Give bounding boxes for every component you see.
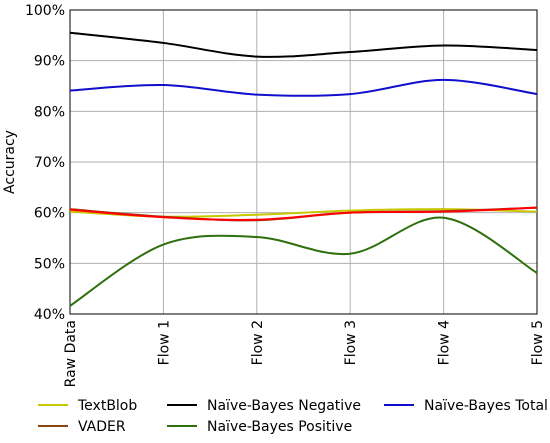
x-tick-label: Flow 5 [530,320,546,365]
series-lines [69,31,538,307]
x-tick-label: Flow 2 [250,320,266,365]
y-tick-labels: 40% 50% 60% 70% 80% 90% 100% [25,3,65,323]
legend-label: TextBlob [77,398,137,414]
x-tick-label: Flow 4 [437,320,453,365]
series-line-2 [69,31,538,58]
series-line-1 [69,206,538,222]
legend-label: Naïve-Bayes Total [424,398,548,414]
y-tick-label: 60% [34,206,65,222]
x-tick-label: Flow 1 [156,320,172,365]
y-tick-label: 90% [34,54,65,70]
x-tick-labels: Raw Data Flow 1 Flow 2 Flow 3 Flow 4 Flow 5 [63,320,546,387]
legend-label: Naïve-Bayes Negative [207,398,361,414]
y-tick-label: 70% [34,155,65,171]
y-tick-label: 50% [34,256,65,272]
legend-label: VADER [78,419,126,435]
overlay-line-0 [69,206,538,221]
y-tick-label: 80% [34,104,65,120]
y-axis-label: Accuracy [2,130,18,194]
y-tick-label: 100% [25,3,65,19]
legend: TextBlob VADER Naïve-Bayes Negative Naïve-B… [38,398,548,435]
x-tick-label: Raw Data [63,320,79,387]
series-line-4 [69,78,538,97]
plot-frame [69,9,538,315]
series-line-3 [69,216,538,307]
y-tick-label: 40% [34,307,65,323]
legend-label: Naïve-Bayes Positive [207,419,352,435]
x-tick-label: Flow 3 [343,320,359,365]
